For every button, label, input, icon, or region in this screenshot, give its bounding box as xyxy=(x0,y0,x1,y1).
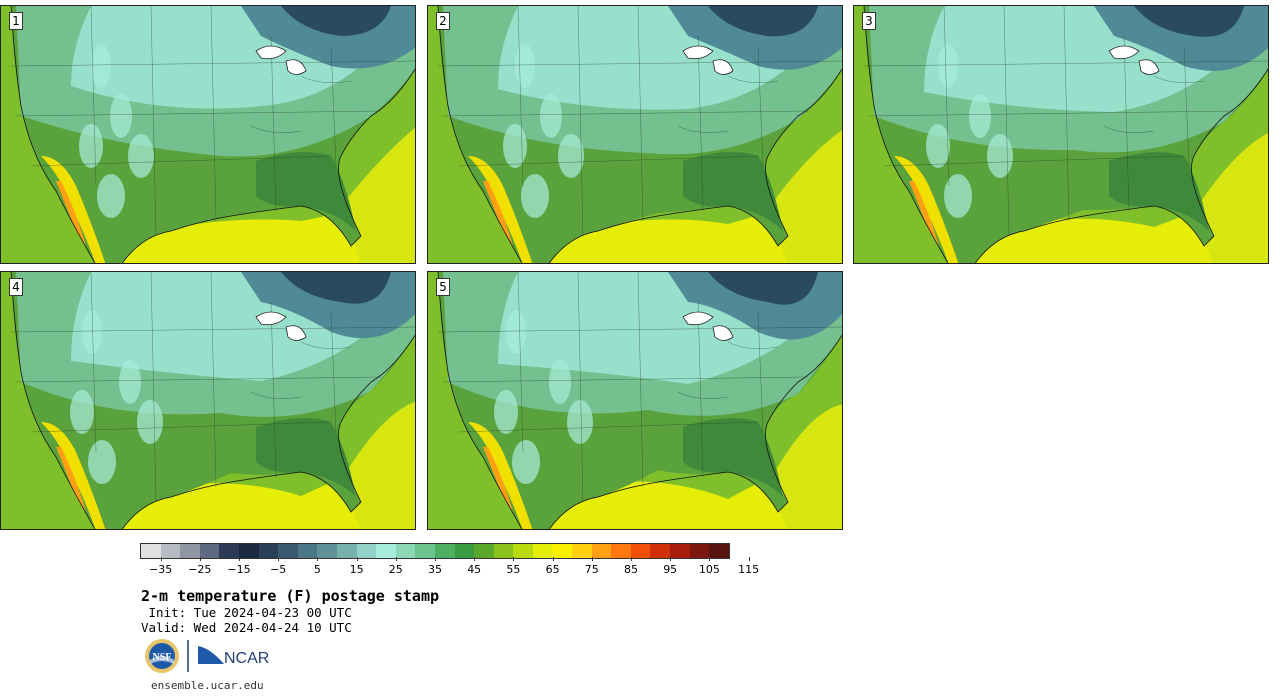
colorbar-swatch xyxy=(199,544,220,558)
colorbar-swatch xyxy=(434,544,455,558)
colorbar-swatch xyxy=(356,544,377,558)
colorbar-tick-label: −25 xyxy=(188,563,212,576)
colorbar-swatch xyxy=(709,544,729,558)
colorbar-swatch xyxy=(336,544,357,558)
member-number-label: 3 xyxy=(862,12,876,30)
colorbar-tick xyxy=(395,557,397,561)
ncar-logo: NCAR xyxy=(198,646,269,667)
colorbar-swatch xyxy=(611,544,631,558)
colorbar-tick-label: −5 xyxy=(270,563,287,576)
colorbar-swatch xyxy=(141,544,161,558)
colorbar-tick-label: 85 xyxy=(624,563,638,576)
colorbar-tick xyxy=(356,557,358,561)
colorbar-tick-label: 25 xyxy=(388,563,403,576)
colorbar-tick xyxy=(160,557,162,561)
temperature-map xyxy=(428,6,842,263)
colorbar-tick-labels: −35 −25 −15 −5 5 15 25 35 45 55 65 75 85 95 105 115 xyxy=(140,557,760,577)
colorbar-tick xyxy=(709,557,711,561)
colorbar-tick-label: 55 xyxy=(506,563,521,576)
colorbar-swatch xyxy=(297,544,318,558)
colorbar-swatch xyxy=(376,544,396,558)
temperature-map xyxy=(854,6,1268,263)
colorbar-tick xyxy=(591,557,593,561)
nsf-logo: NSF xyxy=(145,639,179,673)
ensemble-member-map-5: 5 xyxy=(427,271,843,530)
colorbar-swatch xyxy=(258,544,279,558)
member-number-label: 2 xyxy=(436,12,450,30)
colorbar-swatch xyxy=(415,544,435,558)
footer-url: ensemble.ucar.edu xyxy=(151,679,264,692)
colorbar-swatch xyxy=(160,544,181,558)
colorbar-swatch xyxy=(670,544,690,558)
member-number-label: 5 xyxy=(436,278,450,296)
ensemble-member-map-4: 4 xyxy=(0,271,416,530)
colorbar-tick xyxy=(670,557,672,561)
colorbar-tick-label: 65 xyxy=(545,563,560,576)
colorbar-tick xyxy=(278,557,280,561)
colorbar-swatch xyxy=(238,544,259,558)
logos: NSF NCAR xyxy=(144,638,284,676)
colorbar-swatch xyxy=(513,544,533,558)
colorbar-tick-label: 75 xyxy=(584,563,599,576)
ensemble-member-map-3: 3 xyxy=(853,5,1269,264)
colorbar-tick xyxy=(317,557,319,561)
colorbar-tick xyxy=(474,557,476,561)
colorbar-tick-label: 95 xyxy=(663,563,678,576)
init-time: Init: Tue 2024-04-23 00 UTC xyxy=(141,605,352,620)
chart-title: 2-m temperature (F) postage stamp xyxy=(141,587,440,605)
colorbar-tick-label: −35 xyxy=(148,563,173,576)
temperature-map xyxy=(1,272,415,529)
member-number-label: 4 xyxy=(9,278,23,296)
colorbar-swatch xyxy=(689,544,710,558)
member-number-label: 1 xyxy=(9,12,23,30)
colorbar-tick-label: −15 xyxy=(227,563,251,576)
colorbar-swatch xyxy=(180,544,200,558)
colorbar-tick-label: 45 xyxy=(467,563,482,576)
colorbar-swatch xyxy=(532,544,553,558)
svg-text:NSF: NSF xyxy=(153,652,172,663)
colorbar-tick-label: 35 xyxy=(428,563,442,576)
colorbar-swatch xyxy=(493,544,514,558)
temperature-map xyxy=(1,6,415,263)
colorbar-swatch xyxy=(317,544,337,558)
colorbar-tick xyxy=(631,557,632,561)
colorbar-tick xyxy=(552,557,554,561)
temperature-map xyxy=(428,272,842,529)
colorbar-tick xyxy=(239,557,240,561)
colorbar-tick-label: 5 xyxy=(313,563,321,576)
colorbar-tick xyxy=(199,557,201,561)
colorbar-tick-label: 105 xyxy=(698,563,720,576)
colorbar-swatch xyxy=(650,544,671,558)
colorbar-swatch xyxy=(219,544,239,558)
svg-text:NCAR: NCAR xyxy=(224,650,269,667)
colorbar-tick xyxy=(435,557,436,561)
colorbar-swatch xyxy=(395,544,416,558)
colorbar-tick xyxy=(748,557,750,561)
ensemble-member-map-2: 2 xyxy=(427,5,843,264)
colorbar-swatch xyxy=(454,544,475,558)
ensemble-member-map-1: 1 xyxy=(0,5,416,264)
temperature-colorbar xyxy=(140,543,730,559)
colorbar-tick-label: 115 xyxy=(738,563,760,576)
colorbar-swatch xyxy=(591,544,612,558)
valid-time: Valid: Wed 2024-04-24 10 UTC xyxy=(141,620,352,635)
colorbar-swatch xyxy=(278,544,298,558)
colorbar-tick xyxy=(513,557,515,561)
colorbar-swatch xyxy=(572,544,592,558)
colorbar-tick-label: 15 xyxy=(349,563,364,576)
colorbar-swatch xyxy=(552,544,573,558)
colorbar-swatch xyxy=(630,544,651,558)
colorbar-swatch xyxy=(474,544,494,558)
